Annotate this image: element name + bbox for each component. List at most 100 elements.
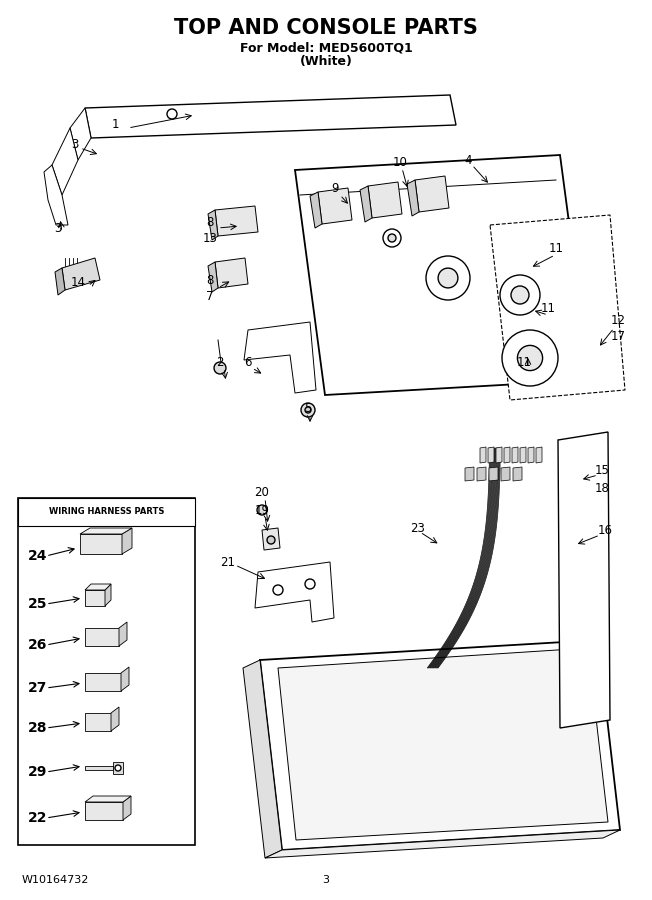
Text: 27: 27 <box>28 681 48 695</box>
Polygon shape <box>513 467 522 481</box>
Polygon shape <box>496 447 502 463</box>
Text: 12: 12 <box>610 313 625 327</box>
Text: 8: 8 <box>206 215 214 229</box>
Polygon shape <box>501 467 510 481</box>
Text: For Model: MED5600TQ1: For Model: MED5600TQ1 <box>240 41 412 55</box>
Text: W10164732: W10164732 <box>22 875 89 885</box>
Polygon shape <box>318 188 352 224</box>
Polygon shape <box>488 447 494 463</box>
Polygon shape <box>105 584 111 606</box>
Circle shape <box>426 256 470 300</box>
Text: 3: 3 <box>54 221 62 235</box>
Text: 23: 23 <box>411 521 426 535</box>
Polygon shape <box>85 766 113 770</box>
Text: 26: 26 <box>28 638 48 652</box>
Text: 24: 24 <box>28 549 48 563</box>
Polygon shape <box>489 467 498 481</box>
Text: 3: 3 <box>71 139 79 151</box>
Text: TOP AND CONSOLE PARTS: TOP AND CONSOLE PARTS <box>174 18 478 38</box>
Polygon shape <box>278 648 608 840</box>
Text: 21: 21 <box>220 555 235 569</box>
Text: 15: 15 <box>595 464 610 476</box>
Text: 9: 9 <box>331 182 339 194</box>
Polygon shape <box>70 108 91 160</box>
Polygon shape <box>558 432 610 728</box>
Text: 14: 14 <box>70 275 85 289</box>
Polygon shape <box>215 206 258 236</box>
Polygon shape <box>85 590 105 606</box>
Text: 19: 19 <box>254 503 269 517</box>
Text: 13: 13 <box>203 231 217 245</box>
Text: 2: 2 <box>216 356 224 368</box>
Text: 16: 16 <box>597 524 612 536</box>
Polygon shape <box>477 467 486 481</box>
Polygon shape <box>123 796 131 820</box>
Polygon shape <box>512 447 518 463</box>
Polygon shape <box>85 796 131 802</box>
Polygon shape <box>111 707 119 731</box>
Text: 3: 3 <box>323 875 329 885</box>
Circle shape <box>257 505 267 515</box>
Polygon shape <box>368 182 402 218</box>
Text: 4: 4 <box>464 154 472 166</box>
Circle shape <box>502 330 558 386</box>
Circle shape <box>301 403 315 417</box>
Polygon shape <box>85 713 111 731</box>
Text: 8: 8 <box>206 274 214 286</box>
Polygon shape <box>215 258 248 288</box>
Polygon shape <box>85 628 119 646</box>
Polygon shape <box>244 322 316 393</box>
Text: 22: 22 <box>28 811 48 825</box>
Circle shape <box>383 229 401 247</box>
Polygon shape <box>113 762 123 774</box>
Circle shape <box>500 275 540 315</box>
Polygon shape <box>265 830 620 858</box>
Text: 5: 5 <box>304 401 312 415</box>
Polygon shape <box>465 467 474 481</box>
Text: 28: 28 <box>28 721 48 735</box>
Text: 18: 18 <box>595 482 610 494</box>
Polygon shape <box>52 128 78 195</box>
Polygon shape <box>85 673 121 691</box>
Circle shape <box>214 362 226 374</box>
Polygon shape <box>407 180 419 216</box>
Text: 29: 29 <box>28 765 48 779</box>
Text: 11: 11 <box>541 302 556 314</box>
Text: (White): (White) <box>299 56 353 68</box>
Circle shape <box>438 268 458 288</box>
Circle shape <box>388 234 396 242</box>
Bar <box>18 498 195 526</box>
Polygon shape <box>520 447 526 463</box>
Polygon shape <box>119 622 127 646</box>
Text: 7: 7 <box>206 290 214 302</box>
Polygon shape <box>208 262 218 292</box>
Polygon shape <box>80 528 132 534</box>
Text: 10: 10 <box>393 156 408 168</box>
Circle shape <box>511 286 529 304</box>
Polygon shape <box>208 210 218 240</box>
Polygon shape <box>55 268 65 295</box>
Text: 11: 11 <box>516 356 531 368</box>
Polygon shape <box>490 215 625 400</box>
Polygon shape <box>310 192 322 228</box>
Polygon shape <box>80 534 122 554</box>
Text: 1: 1 <box>111 119 119 131</box>
Polygon shape <box>85 802 123 820</box>
Bar <box>18 498 195 845</box>
Polygon shape <box>536 447 542 463</box>
Circle shape <box>115 765 121 771</box>
Polygon shape <box>480 447 486 463</box>
Text: 20: 20 <box>254 485 269 499</box>
Text: WIRING HARNESS PARTS: WIRING HARNESS PARTS <box>49 508 164 517</box>
Polygon shape <box>295 155 590 395</box>
Circle shape <box>518 346 542 371</box>
Circle shape <box>305 579 315 589</box>
Polygon shape <box>85 95 456 138</box>
Polygon shape <box>360 186 372 222</box>
Polygon shape <box>260 640 620 850</box>
Polygon shape <box>121 667 129 691</box>
Circle shape <box>273 585 283 595</box>
Text: 11: 11 <box>548 241 563 255</box>
Text: 6: 6 <box>244 356 252 368</box>
Polygon shape <box>62 258 100 290</box>
